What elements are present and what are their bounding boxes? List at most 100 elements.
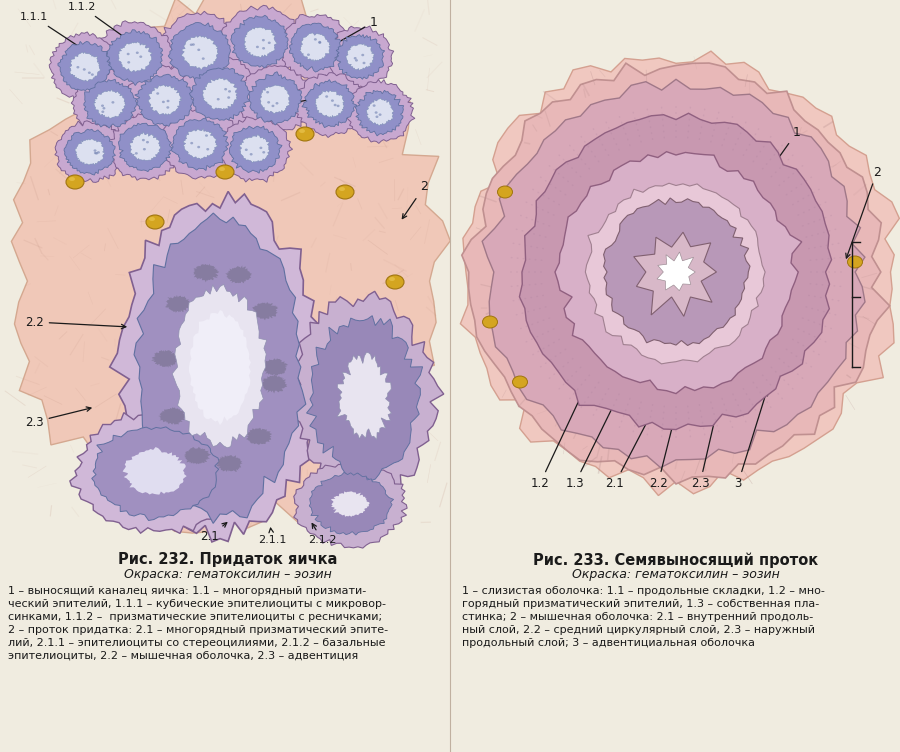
Ellipse shape bbox=[577, 388, 579, 390]
Ellipse shape bbox=[573, 150, 575, 151]
Ellipse shape bbox=[540, 177, 542, 178]
Ellipse shape bbox=[661, 107, 662, 108]
Ellipse shape bbox=[319, 41, 321, 44]
Ellipse shape bbox=[550, 183, 552, 185]
Ellipse shape bbox=[715, 123, 716, 125]
Ellipse shape bbox=[715, 419, 716, 421]
Polygon shape bbox=[293, 73, 365, 138]
Polygon shape bbox=[244, 27, 277, 57]
Ellipse shape bbox=[675, 130, 677, 132]
Polygon shape bbox=[290, 23, 341, 72]
Ellipse shape bbox=[725, 133, 727, 135]
Polygon shape bbox=[71, 67, 148, 138]
Ellipse shape bbox=[554, 373, 555, 375]
Ellipse shape bbox=[788, 159, 789, 160]
Ellipse shape bbox=[639, 408, 640, 409]
Ellipse shape bbox=[577, 154, 579, 156]
Ellipse shape bbox=[796, 169, 798, 171]
Ellipse shape bbox=[537, 221, 539, 223]
Ellipse shape bbox=[703, 114, 705, 117]
Ellipse shape bbox=[732, 116, 733, 118]
Ellipse shape bbox=[687, 405, 688, 408]
Ellipse shape bbox=[528, 284, 531, 286]
Ellipse shape bbox=[646, 433, 648, 435]
Polygon shape bbox=[248, 71, 302, 125]
Ellipse shape bbox=[792, 154, 794, 156]
Polygon shape bbox=[252, 302, 278, 320]
Ellipse shape bbox=[756, 387, 758, 389]
Polygon shape bbox=[220, 115, 292, 182]
Ellipse shape bbox=[558, 204, 560, 205]
Ellipse shape bbox=[547, 211, 549, 214]
Ellipse shape bbox=[689, 429, 690, 432]
Ellipse shape bbox=[629, 398, 631, 400]
Ellipse shape bbox=[548, 225, 550, 226]
Ellipse shape bbox=[637, 129, 639, 131]
Ellipse shape bbox=[590, 392, 592, 393]
Ellipse shape bbox=[590, 150, 592, 153]
Ellipse shape bbox=[758, 128, 760, 130]
Ellipse shape bbox=[580, 406, 582, 408]
Ellipse shape bbox=[703, 428, 705, 429]
Ellipse shape bbox=[745, 122, 746, 123]
Ellipse shape bbox=[814, 247, 816, 248]
Ellipse shape bbox=[562, 365, 564, 367]
Ellipse shape bbox=[688, 423, 690, 426]
Ellipse shape bbox=[689, 113, 690, 114]
Ellipse shape bbox=[227, 96, 230, 99]
Ellipse shape bbox=[807, 223, 809, 225]
Ellipse shape bbox=[815, 259, 817, 260]
Text: 2.1: 2.1 bbox=[606, 401, 658, 490]
Ellipse shape bbox=[567, 180, 569, 182]
Polygon shape bbox=[604, 198, 750, 345]
Ellipse shape bbox=[675, 424, 677, 426]
Polygon shape bbox=[302, 80, 357, 128]
Ellipse shape bbox=[531, 323, 533, 325]
Ellipse shape bbox=[542, 209, 544, 211]
Polygon shape bbox=[330, 491, 370, 517]
Ellipse shape bbox=[537, 192, 539, 193]
Ellipse shape bbox=[824, 202, 826, 203]
Ellipse shape bbox=[549, 378, 551, 379]
Ellipse shape bbox=[792, 338, 794, 341]
Ellipse shape bbox=[848, 256, 862, 268]
Ellipse shape bbox=[518, 244, 520, 245]
Ellipse shape bbox=[803, 211, 805, 214]
Ellipse shape bbox=[824, 326, 826, 327]
Ellipse shape bbox=[716, 425, 718, 426]
Ellipse shape bbox=[606, 122, 608, 123]
Ellipse shape bbox=[272, 105, 274, 108]
Ellipse shape bbox=[698, 404, 700, 406]
Ellipse shape bbox=[688, 411, 689, 414]
Ellipse shape bbox=[627, 138, 628, 141]
Text: 1.1.1: 1.1.1 bbox=[20, 12, 106, 65]
Polygon shape bbox=[230, 126, 282, 173]
Ellipse shape bbox=[354, 57, 356, 59]
Ellipse shape bbox=[569, 144, 571, 147]
Ellipse shape bbox=[740, 410, 742, 411]
Ellipse shape bbox=[533, 233, 535, 235]
Ellipse shape bbox=[544, 306, 546, 308]
Ellipse shape bbox=[569, 398, 571, 399]
Polygon shape bbox=[260, 85, 290, 114]
Polygon shape bbox=[171, 118, 229, 171]
Ellipse shape bbox=[605, 393, 607, 395]
Ellipse shape bbox=[716, 117, 718, 120]
Ellipse shape bbox=[162, 101, 165, 103]
Ellipse shape bbox=[548, 198, 550, 199]
Ellipse shape bbox=[824, 341, 826, 342]
Ellipse shape bbox=[525, 298, 526, 299]
Ellipse shape bbox=[596, 409, 598, 411]
Ellipse shape bbox=[625, 409, 626, 411]
Polygon shape bbox=[245, 428, 272, 445]
Text: эпителиоциты, 2.2 – мышечная оболочка, 2.3 – адвентиция: эпителиоциты, 2.2 – мышечная оболочка, 2… bbox=[8, 651, 358, 661]
Ellipse shape bbox=[146, 215, 164, 229]
Ellipse shape bbox=[714, 413, 715, 415]
Text: ный слой, 2.2 – средний циркулярный слой, 2.3 – наружный: ный слой, 2.2 – средний циркулярный слой… bbox=[462, 625, 815, 635]
Ellipse shape bbox=[228, 90, 231, 92]
Text: 2.3: 2.3 bbox=[690, 401, 720, 490]
Ellipse shape bbox=[299, 129, 305, 133]
Ellipse shape bbox=[539, 308, 541, 309]
Ellipse shape bbox=[530, 297, 532, 299]
Ellipse shape bbox=[558, 369, 560, 371]
